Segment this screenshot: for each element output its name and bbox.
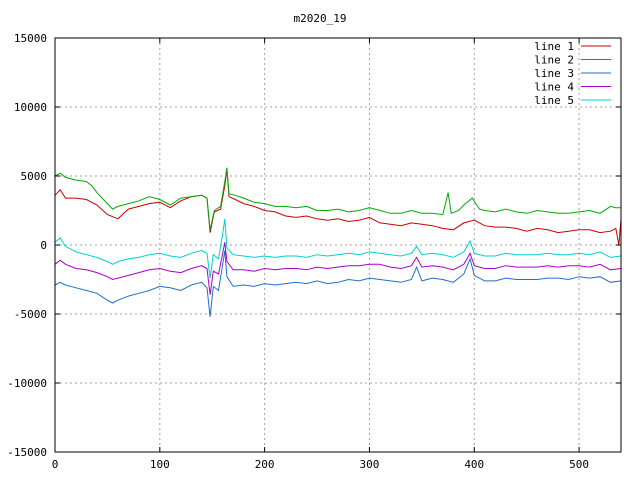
legend-label-3: line 3 — [534, 67, 574, 80]
y-tick-label: 10000 — [14, 101, 47, 114]
series-line-2 — [54, 167, 621, 230]
series-line-3 — [54, 250, 622, 317]
y-tick-label: 15000 — [14, 32, 47, 45]
ticks: 0 100 200 300 400 500 -15000 -10000 -5000 0 5000 10… — [7, 32, 621, 471]
series-line-5 — [54, 218, 622, 279]
legend-label-1: line 1 — [534, 40, 574, 53]
x-tick-label: 100 — [150, 458, 170, 471]
y-tick-label: -15000 — [7, 446, 47, 459]
series-layer — [54, 167, 622, 317]
legend-label-2: line 2 — [534, 54, 574, 67]
x-tick-label: 500 — [569, 458, 589, 471]
grid — [55, 38, 621, 452]
legend-label-5: line 5 — [534, 94, 574, 107]
x-tick-label: 200 — [255, 458, 275, 471]
y-tick-label: 0 — [40, 239, 47, 252]
chart-title: m2020_19 — [294, 12, 347, 25]
x-tick-label: 300 — [360, 458, 380, 471]
x-tick-label: 0 — [52, 458, 59, 471]
series-line-1 — [54, 169, 622, 246]
y-tick-label: 5000 — [21, 170, 48, 183]
y-tick-label: -10000 — [7, 377, 47, 390]
series-line-4 — [54, 242, 622, 295]
x-tick-label: 400 — [464, 458, 484, 471]
legend-label-4: line 4 — [534, 81, 574, 94]
y-tick-label: -5000 — [14, 308, 47, 321]
